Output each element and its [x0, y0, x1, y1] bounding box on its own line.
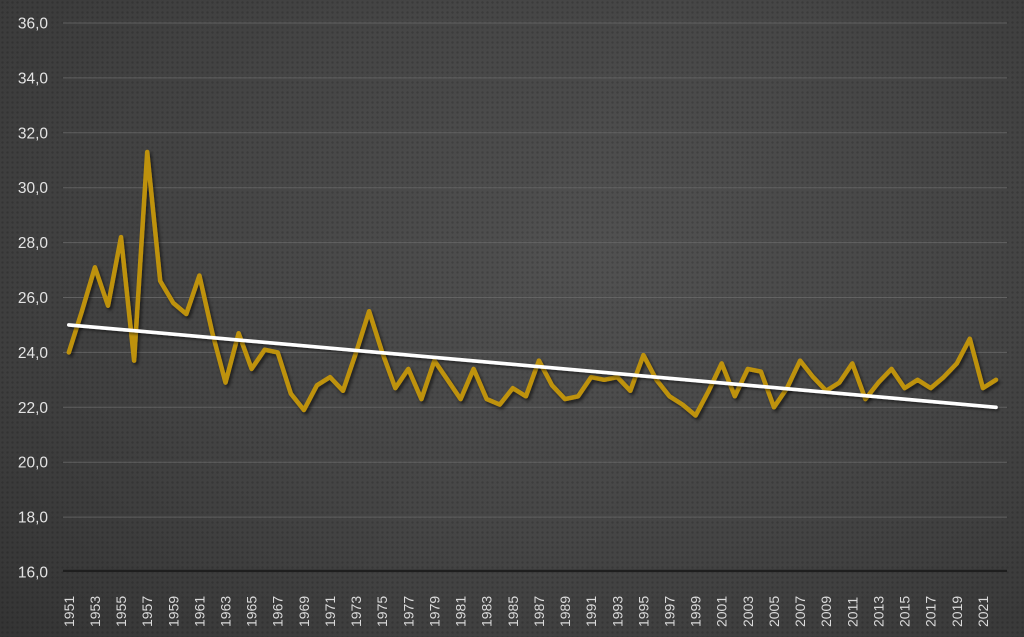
x-tick-label: 2001	[714, 596, 730, 627]
x-tick-label: 2011	[844, 597, 860, 627]
x-tick-label: 1975	[374, 596, 390, 627]
x-tick-label: 1995	[635, 596, 651, 627]
x-tick-label: 1951	[61, 596, 77, 627]
x-tick-label: 1955	[113, 596, 129, 627]
y-tick-label: 24,0	[18, 345, 49, 362]
x-tick-label: 2021	[975, 596, 991, 627]
x-tick-label: 1971	[322, 596, 338, 627]
y-tick-label: 34,0	[18, 70, 49, 87]
x-tick-label: 1967	[270, 596, 286, 627]
y-tick-label: 20,0	[18, 455, 49, 472]
y-tick-label: 22,0	[18, 400, 49, 417]
x-tick-label: 1973	[348, 596, 364, 627]
x-tick-label: 2009	[818, 596, 834, 627]
x-tick-label: 1961	[191, 596, 207, 627]
x-tick-label: 1997	[661, 596, 677, 627]
y-tick-label: 30,0	[18, 180, 49, 197]
x-tick-label: 2013	[870, 596, 886, 627]
x-tick-label: 1987	[531, 596, 547, 627]
x-axis-labels: 1951 1953 1955 1957 1959 1961 1963 1965 1967 1969…	[61, 596, 991, 627]
trend-line	[67, 323, 998, 410]
x-tick-label: 1993	[609, 596, 625, 627]
y-tick-label: 26,0	[18, 290, 49, 307]
x-tick-label: 1979	[426, 596, 442, 627]
x-tick-label: 2003	[740, 596, 756, 627]
data-series-line	[66, 149, 999, 418]
x-tick-label: 1989	[557, 596, 573, 627]
x-tick-label: 2007	[792, 596, 808, 627]
y-tick-label: 16,0	[18, 565, 49, 582]
x-tick-label: 2015	[897, 596, 913, 627]
x-tick-label: 1965	[244, 596, 260, 627]
x-tick-label: 1963	[218, 596, 234, 627]
x-tick-label: 1969	[296, 596, 312, 627]
x-tick-label: 1991	[583, 596, 599, 627]
x-tick-label: 1957	[139, 596, 155, 627]
y-tick-label: 28,0	[18, 235, 49, 252]
x-tick-label: 2019	[949, 596, 965, 627]
y-gridlines	[63, 22, 1007, 573]
x-tick-label: 1959	[165, 596, 181, 627]
y-tick-label: 32,0	[18, 125, 49, 142]
x-tick-label: 1999	[688, 596, 704, 627]
x-tick-label: 1981	[453, 596, 469, 627]
x-tick-label: 1953	[87, 596, 103, 627]
y-tick-label: 36,0	[18, 16, 49, 33]
x-tick-label: 2005	[766, 596, 782, 627]
y-axis-labels: 36,0 34,0 32,0 30,0 28,0 26,0 24,0 22,0 20,0 18,0…	[18, 16, 49, 582]
x-tick-label: 1977	[400, 596, 416, 627]
x-tick-label: 1983	[479, 596, 495, 627]
y-tick-label: 18,0	[18, 510, 49, 527]
x-tick-label: 2017	[923, 596, 939, 627]
x-tick-label: 1985	[505, 596, 521, 627]
